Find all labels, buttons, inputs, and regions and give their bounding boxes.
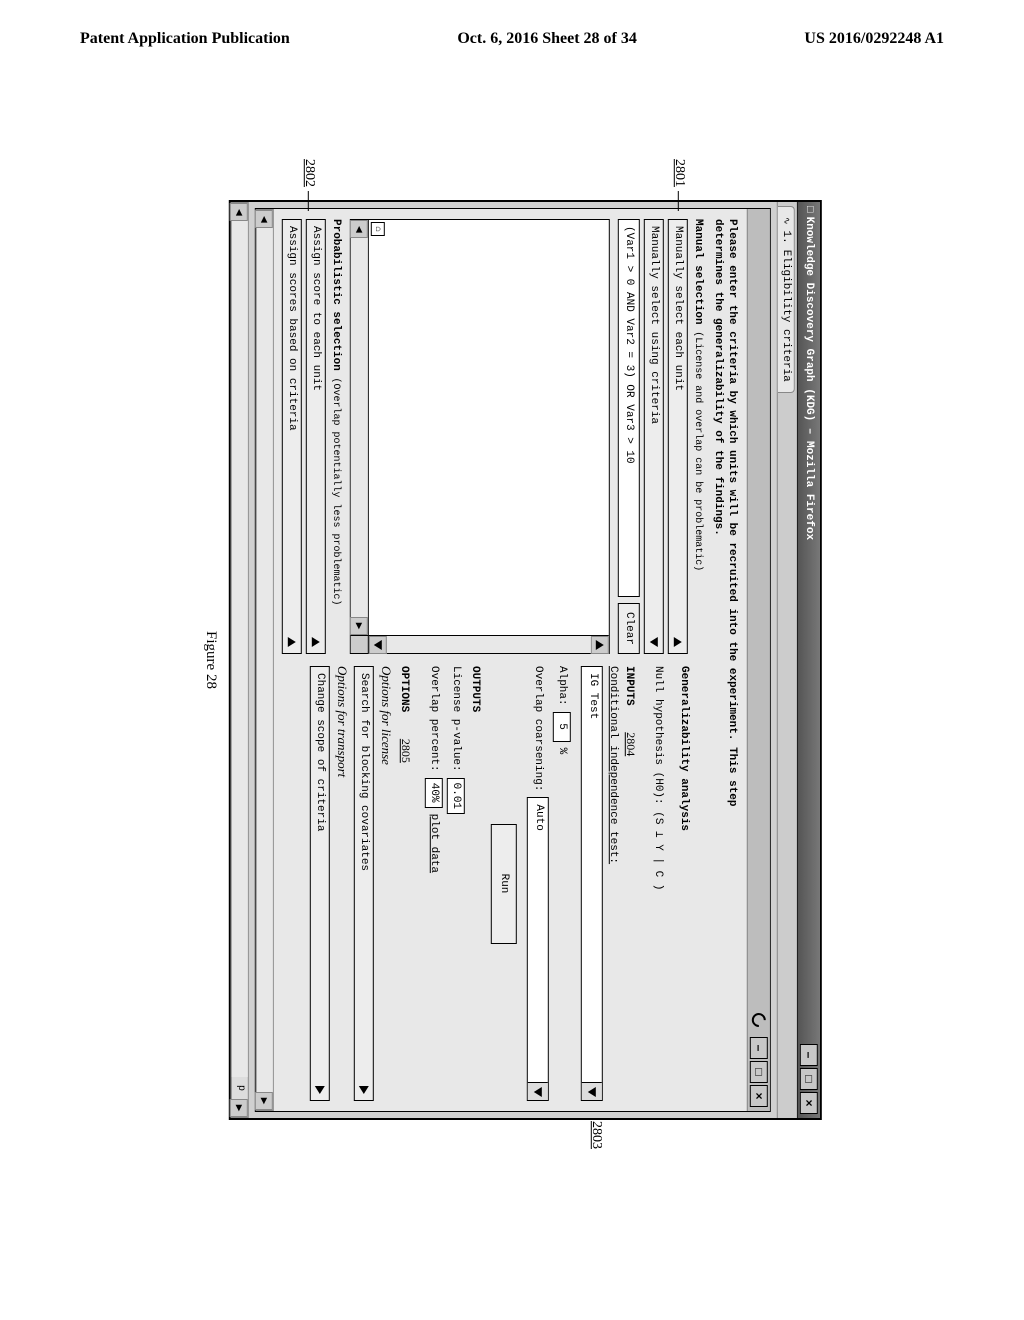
panel-close-button[interactable]: × (750, 1085, 768, 1107)
intro-text: Please enter the criteria by which units… (710, 219, 739, 1101)
window-title: Knowledge Discovery Graph (KDG) – Mozill… (803, 217, 815, 540)
reload-icon[interactable] (749, 1010, 769, 1030)
clear-button[interactable]: Clear (618, 603, 640, 654)
panel-titlebar: – □ × (747, 209, 770, 1111)
panel-minimize-button[interactable]: – (750, 1037, 768, 1059)
null-hypothesis: Null hypothesis (H0): (S ⊥ Y | C ) (652, 666, 666, 1101)
ref-2801: 2801 (671, 159, 687, 187)
maximize-button[interactable]: □ (800, 1068, 818, 1090)
ref-2805: 2805 (399, 739, 413, 763)
horizontal-scrollbar[interactable]: ▶ ▶ (351, 220, 369, 635)
plot-data-link[interactable]: plot data (428, 814, 440, 873)
vertical-scrollbar[interactable] (369, 635, 609, 653)
chevron-down-icon[interactable] (528, 1082, 548, 1100)
eligibility-panel: – □ × 2801 2802 Please enter the criteri… (255, 208, 771, 1112)
manual-select-each-button[interactable]: Manually select each unit (668, 219, 688, 654)
window-h-scrollbar[interactable]: ▶ p ▶ (231, 202, 249, 1118)
header-left: Patent Application Publication (80, 30, 290, 48)
generalizability-column: 2803 Generalizability analysis Null hypo… (282, 666, 704, 1101)
panel-maximize-button[interactable]: □ (750, 1061, 768, 1083)
minimize-button[interactable]: – (800, 1044, 818, 1066)
ga-heading: Generalizability analysis (678, 666, 690, 1101)
change-scope-button[interactable]: Change scope of criteria (310, 666, 330, 1101)
manual-selection-column: Manual selection (License and overlap ca… (282, 219, 704, 654)
alpha-input[interactable]: 5 (553, 712, 571, 742)
search-blocking-covariates-button[interactable]: Search for blocking covariates (354, 666, 374, 1101)
cit-label: Conditional independence test: (607, 666, 619, 1101)
criteria-input[interactable]: (Var1 > 0 AND Var2 = 3) OR Var3 > 10 (618, 219, 640, 597)
tab-bar: ∿ 1. Eligibility criteria (777, 202, 797, 1118)
assign-scores-criteria-button[interactable]: Assign scores based on criteria (282, 219, 302, 654)
browser-titlebar: □ Knowledge Discovery Graph (KDG) – Mozi… (797, 202, 820, 1118)
overlap-percent-output: 40% (425, 778, 443, 808)
ref-2802: 2802 (301, 159, 317, 187)
chevron-down-icon[interactable] (582, 1082, 602, 1100)
ref-2803: 2803 (588, 1121, 604, 1149)
tab-eligibility[interactable]: ∿ 1. Eligibility criteria (778, 206, 795, 393)
assign-score-each-button[interactable]: Assign score to each unit (306, 219, 326, 654)
chart-canvas: ▶ ▶ ⌂ (350, 219, 610, 654)
cit-dropdown[interactable]: IG Test (581, 666, 603, 1101)
close-button[interactable]: × (800, 1092, 818, 1114)
figure-caption: Figure 28 (202, 200, 219, 1120)
header-center: Oct. 6, 2016 Sheet 28 of 34 (457, 30, 637, 48)
browser-window: □ Knowledge Discovery Graph (KDG) – Mozi… (229, 200, 822, 1120)
license-pvalue-output: 0.01 (447, 778, 465, 814)
overlap-coarsening-dropdown[interactable]: Auto (527, 797, 549, 1101)
header-right: US 2016/0292248 A1 (804, 30, 944, 48)
home-icon[interactable]: ⌂ (371, 222, 385, 236)
ref-2804: 2804 (624, 732, 638, 756)
page-header: Patent Application Publication Oct. 6, 2… (0, 0, 1024, 58)
manual-select-criteria-button[interactable]: Manually select using criteria (644, 219, 664, 654)
run-button[interactable]: Run (491, 824, 517, 944)
panel-h-scrollbar[interactable]: ▶ ▶ (256, 209, 274, 1111)
